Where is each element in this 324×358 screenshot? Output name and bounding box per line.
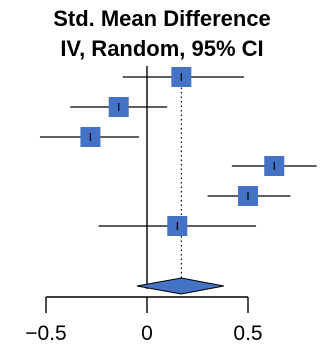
chart-title-line-1: Std. Mean Difference — [53, 6, 271, 31]
x-axis-tick-label: 0.5 — [233, 322, 262, 345]
x-axis-tick-label: 0 — [141, 322, 153, 345]
chart-title-line-2: IV, Random, 95% CI — [60, 36, 264, 61]
pooled-estimate-diamond — [136, 277, 224, 295]
x-axis-tick-label: −0.5 — [25, 322, 66, 345]
